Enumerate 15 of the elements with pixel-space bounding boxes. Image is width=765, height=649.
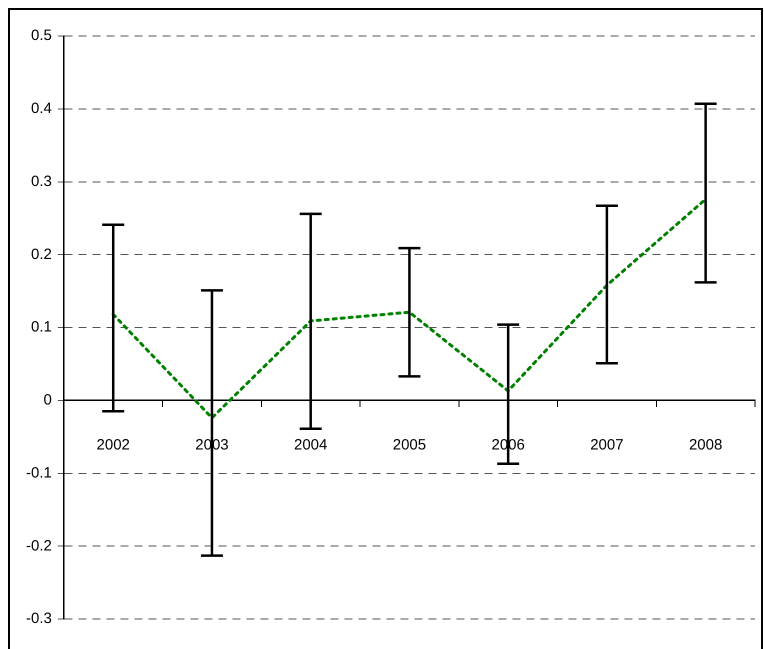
y-tick-label: 0 xyxy=(44,392,52,409)
y-tick-label: -0.2 xyxy=(26,537,52,554)
x-tick-label: 2007 xyxy=(590,436,624,454)
y-tick-label: -0.3 xyxy=(26,610,52,628)
y-tick-label: -0.1 xyxy=(26,464,52,482)
x-tick-label: 2005 xyxy=(392,436,426,454)
line-series xyxy=(112,198,708,420)
y-tick-label: 0.4 xyxy=(30,100,52,118)
x-tick-label: 2002 xyxy=(96,436,130,454)
y-tick-label: 0.2 xyxy=(30,246,52,263)
y-tick-label: 0.5 xyxy=(30,27,52,44)
y-tick-label: 0.3 xyxy=(30,172,52,190)
x-tick-label: 2008 xyxy=(688,436,722,454)
y-tick-label: 0.1 xyxy=(30,318,52,336)
x-tick-label: 2004 xyxy=(294,436,328,454)
